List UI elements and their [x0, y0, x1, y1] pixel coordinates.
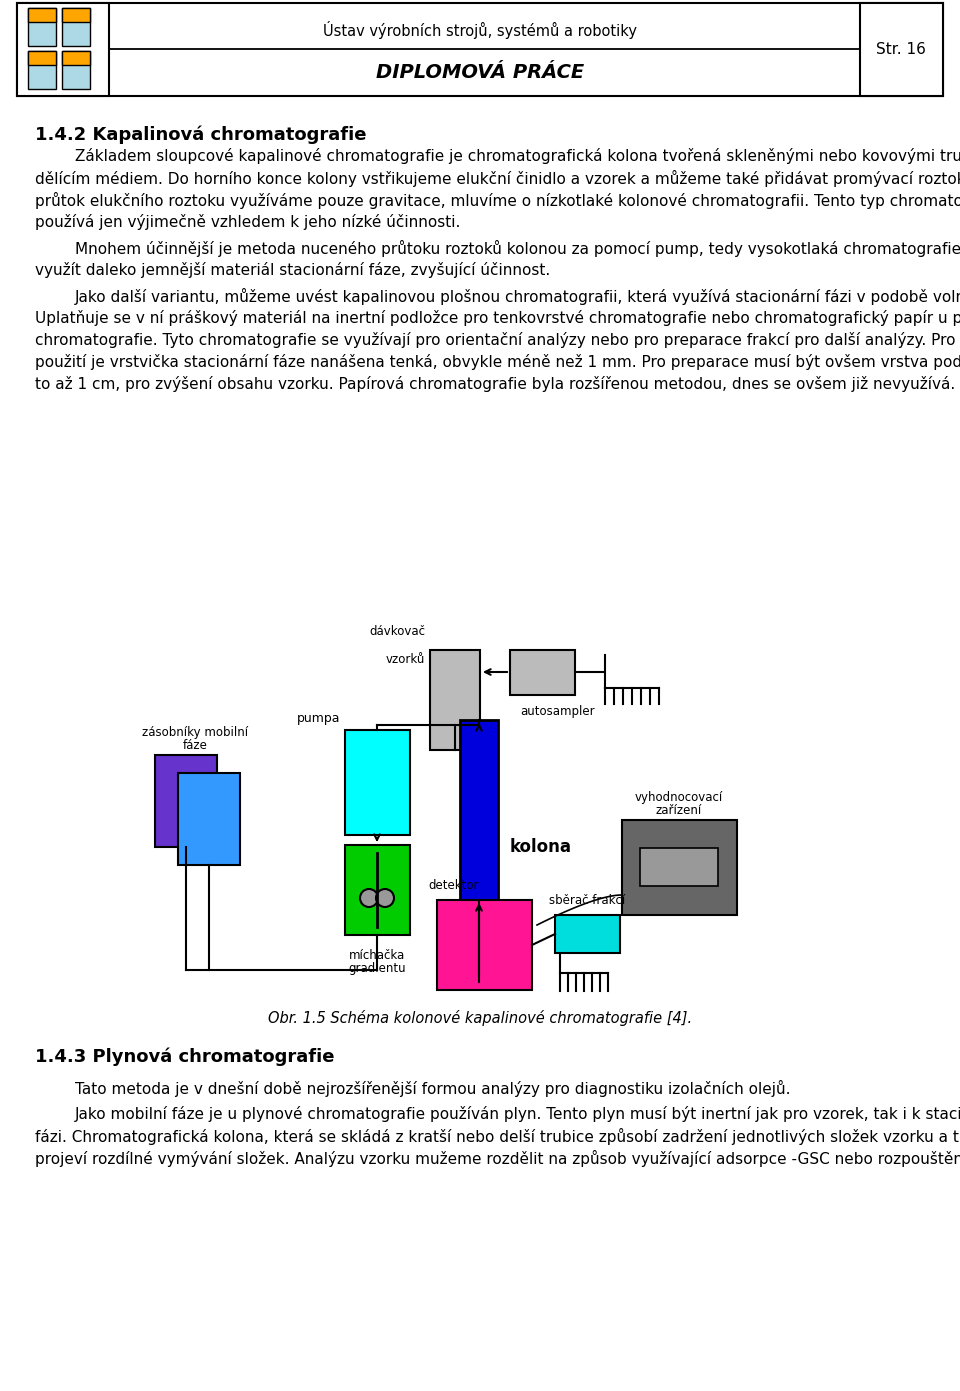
Text: dělícím médiem. Do horního konce kolony vstřikujeme elukční činidlo a vzorek a m: dělícím médiem. Do horního konce kolony … [35, 170, 960, 186]
Text: kolona: kolona [510, 839, 572, 857]
Bar [28, 51, 56, 89]
Text: Mnohem účinnější je metoda nuceného průtoku roztoků kolonou za pomocí pump, tedy: Mnohem účinnější je metoda nuceného průt… [75, 241, 960, 257]
Text: projeví rozdílné vymývání složek. Analýzu vzorku mužeme rozdělit na způsob využí: projeví rozdílné vymývání složek. Analýz… [35, 1150, 960, 1167]
Bar [555, 915, 620, 953]
Text: Obr. 1.5 Schéma kolonové kapalinové chromatografie [4].: Obr. 1.5 Schéma kolonové kapalinové chro… [268, 1010, 692, 1027]
Text: Str. 16: Str. 16 [876, 43, 926, 57]
Bar [62, 8, 90, 22]
Text: Tato metoda je v dnešní době nejrozšířenější formou analýzy pro diagnostiku izol: Tato metoda je v dnešní době nejrozšířen… [75, 1079, 790, 1097]
Text: Jako další variantu, můžeme uvést kapalinovou plošnou chromatografii, která využ: Jako další variantu, můžeme uvést kapali… [75, 288, 960, 305]
Text: dávkovač: dávkovač [369, 625, 425, 638]
Bar [17, 3, 109, 96]
Bar [345, 844, 410, 935]
Text: chromatografie. Tyto chromatografie se využívají pro orientační analýzy nebo pro: chromatografie. Tyto chromatografie se v… [35, 332, 960, 348]
Text: pumpa: pumpa [297, 712, 340, 725]
Bar [155, 755, 217, 847]
Text: 1.4.3 Plynová chromatografie: 1.4.3 Plynová chromatografie [35, 1047, 334, 1067]
Text: detektor: detektor [429, 879, 479, 892]
Text: fázi. Chromatografická kolona, která se skládá z kratší nebo delší trubice způso: fázi. Chromatografická kolona, která se … [35, 1128, 960, 1145]
Bar [62, 51, 90, 89]
Text: Ústav výrobních strojů, systémů a robotiky: Ústav výrobních strojů, systémů a roboti… [323, 21, 637, 39]
Bar [860, 3, 943, 96]
Text: vzorků: vzorků [386, 652, 425, 666]
Bar [437, 900, 532, 990]
Text: Uplatňuje se v ní práškový materiál na inertní podložce pro tenkovrstvé chromato: Uplatňuje se v ní práškový materiál na i… [35, 310, 960, 325]
Text: zásobníky mobilní: zásobníky mobilní [142, 726, 248, 739]
Text: DIPLOMOVÁ PRÁCE: DIPLOMOVÁ PRÁCE [376, 63, 584, 82]
Circle shape [376, 889, 394, 907]
Bar [28, 8, 56, 46]
Text: 1.4.2 Kapalinová chromatografie: 1.4.2 Kapalinová chromatografie [35, 125, 367, 143]
Bar [178, 773, 240, 865]
Text: gradientu: gradientu [348, 963, 406, 975]
Text: zařízení: zařízení [656, 804, 702, 817]
Bar [345, 730, 410, 835]
Text: míchačka: míchačka [348, 949, 405, 963]
Bar [622, 821, 737, 915]
Text: Základem sloupcové kapalinové chromatografie je chromatografická kolona tvořená : Základem sloupcové kapalinové chromatogr… [75, 147, 960, 164]
Bar [17, 3, 943, 96]
Bar [640, 849, 718, 886]
Bar [28, 51, 56, 65]
Bar [62, 51, 90, 65]
Bar [62, 8, 90, 46]
Text: autosampler: autosampler [520, 705, 595, 718]
Bar [28, 8, 56, 22]
Text: průtok elukčního roztoku využíváme pouze gravitace, mluvíme o nízkotlaké kolonov: průtok elukčního roztoku využíváme pouze… [35, 192, 960, 209]
Text: používá jen výjimečně vzhledem k jeho nízké účinnosti.: používá jen výjimečně vzhledem k jeho ní… [35, 214, 461, 230]
Text: vyhodnocovací: vyhodnocovací [635, 791, 723, 804]
Text: Jako mobilní fáze je u plynové chromatografie používán plyn. Tento plyn musí být: Jako mobilní fáze je u plynové chromatog… [75, 1106, 960, 1123]
Text: fáze: fáze [182, 739, 207, 753]
Text: to až 1 cm, pro zvýšení obsahu vzorku. Papírová chromatografie byla rozšířenou m: to až 1 cm, pro zvýšení obsahu vzorku. P… [35, 376, 955, 392]
Text: sběrač frakcí: sběrač frakcí [549, 894, 625, 907]
Text: použití je vrstvička stacionární fáze nanášena tenká, obvykle méně než 1 mm. Pro: použití je vrstvička stacionární fáze na… [35, 353, 960, 370]
Bar [430, 650, 480, 750]
Circle shape [360, 889, 378, 907]
Text: využít daleko jemnější materiál stacionární fáze, zvyšující účinnost.: využít daleko jemnější materiál stacioná… [35, 262, 550, 278]
Bar [460, 721, 498, 975]
Bar [510, 650, 575, 696]
